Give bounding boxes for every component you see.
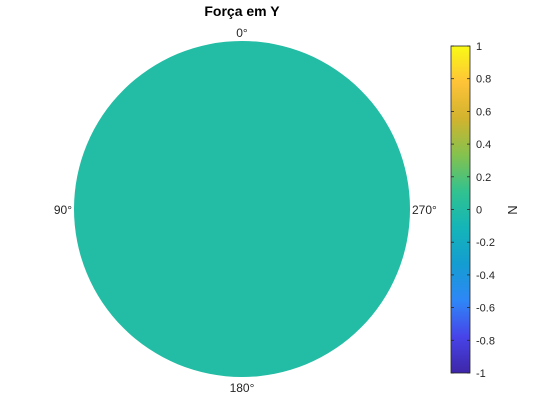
angle-label-90: 90°: [54, 203, 72, 217]
chart-title: Força em Y: [204, 3, 280, 19]
colorbar-tick-label: -0.4: [476, 270, 495, 282]
angle-label-0: 0°: [236, 26, 248, 40]
colorbar-tick-label: -0.8: [476, 335, 495, 347]
colorbar-tick-label: 0.6: [476, 106, 491, 118]
colorbar-tick-label: -1: [476, 368, 486, 380]
colorbar-tick-label: 0.2: [476, 172, 491, 184]
colorbar-ticks: 1 0.8 0.6 0.4 0.2 0 -0.2 -0.4 -0.6 -0.8 -1: [451, 41, 495, 380]
colorbar-tick-label: 1: [476, 41, 482, 53]
colorbar-label: N: [505, 205, 520, 214]
colorbar-tick-label: 0.4: [476, 139, 491, 151]
angle-label-180: 180°: [230, 381, 255, 395]
polar-disk: [74, 41, 410, 377]
colorbar-tick-label: -0.2: [476, 237, 495, 249]
angle-label-270: 270°: [412, 203, 437, 217]
colorbar-tick-label: 0: [476, 205, 482, 217]
colorbar-tick-label: 0.8: [476, 74, 491, 86]
colorbar-tick-label: -0.6: [476, 303, 495, 315]
